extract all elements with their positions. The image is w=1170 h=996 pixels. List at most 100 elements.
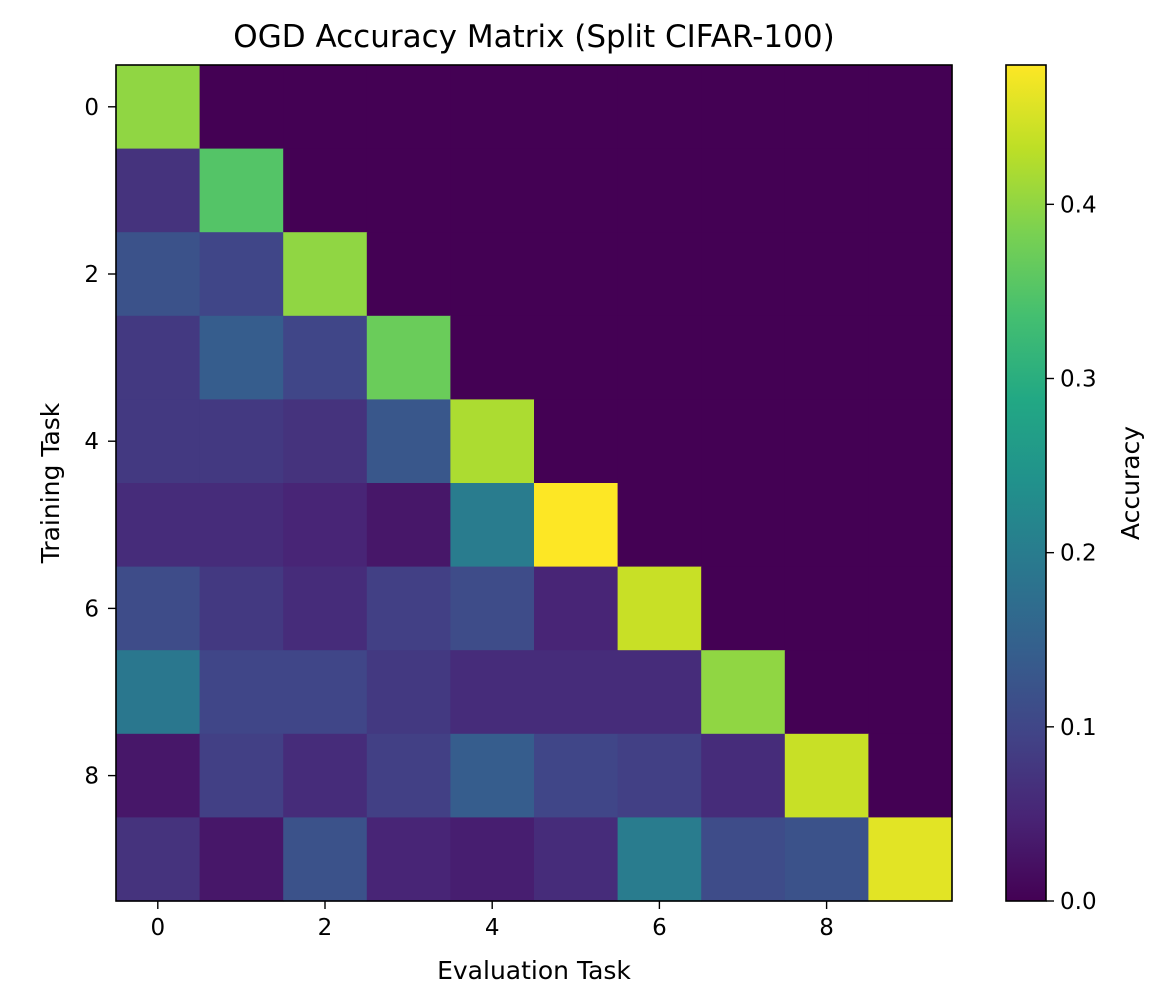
heatmap-cell [450,733,535,818]
heatmap-cell [116,566,201,651]
heatmap-cell [116,483,201,568]
heatmap-cell [116,232,201,317]
heatmap-cell [283,733,368,818]
heatmap-cell [784,817,869,902]
heatmap-cell [534,817,619,902]
heatmap-cell [116,817,201,902]
x-axis-ticks: 0 2 4 6 8 [150,901,834,941]
heatmap-cell [868,399,953,484]
heatmap-cell [199,650,284,735]
heatmap-cell [784,566,869,651]
heatmap-cell [868,315,953,400]
colorbar-tick-label: 0.3 [1060,367,1097,393]
heatmap-cell [199,399,284,484]
plot-frame [115,64,953,902]
heatmap-cell [617,650,702,735]
colorbar-tick-label: 0.1 [1060,715,1097,741]
heatmap-cell [283,399,368,484]
heatmap-cell [199,65,284,150]
colorbar-tick-label: 0.2 [1060,541,1097,567]
y-axis-label: Training Task [36,402,65,564]
heatmap-cell [534,566,619,651]
colorbar-tick-label: 0.4 [1060,192,1097,218]
heatmap-cell [199,232,284,317]
heatmap-cell [617,483,702,568]
heatmap-cell [868,566,953,651]
heatmap-cell [534,733,619,818]
heatmap-cell [617,733,702,818]
y-tick-label: 8 [84,764,99,790]
heatmap-cell [534,232,619,317]
heatmap-cell [450,483,535,568]
heatmap-cell [617,232,702,317]
x-tick-label: 8 [819,915,834,941]
heatmap-cell [366,232,451,317]
heatmap-cell [283,566,368,651]
heatmap-cell [784,650,869,735]
heatmap-cell [784,232,869,317]
heatmap-cell [784,733,869,818]
heatmap-cell [199,817,284,902]
heatmap-cell [701,399,786,484]
colorbar [1005,64,1047,902]
heatmap-cell [366,315,451,400]
heatmap-cell [283,483,368,568]
heatmap-cell [534,148,619,233]
heatmap-cell [116,65,201,150]
heatmap-cell [450,566,535,651]
heatmap-cell [366,148,451,233]
heatmap-cell [199,733,284,818]
heatmap-cell [617,566,702,651]
y-tick-label: 6 [84,596,99,622]
heatmap-cell [701,483,786,568]
heatmap-cell [450,148,535,233]
heatmap-cell [199,148,284,233]
y-tick-label: 4 [84,429,99,455]
heatmap-cell [701,650,786,735]
heatmap-cell [868,483,953,568]
heatmap-cell [283,315,368,400]
heatmap-cell [283,148,368,233]
heatmap-cell [534,483,619,568]
heatmap-cell [868,650,953,735]
x-tick-label: 2 [318,915,333,941]
heatmap-cell [617,399,702,484]
heatmap-cell [366,733,451,818]
heatmap-cell [701,566,786,651]
heatmap-cell [701,315,786,400]
heatmap-cell [784,483,869,568]
heatmap-cell [283,232,368,317]
heatmap-cell [283,650,368,735]
heatmap-cell [701,817,786,902]
heatmap-cell [366,65,451,150]
x-tick-label: 4 [485,915,500,941]
heatmap-cell [617,315,702,400]
colorbar-label: Accuracy [1116,426,1145,540]
heatmap-cell [116,733,201,818]
heatmap-cell [283,65,368,150]
heatmap-cells [116,65,953,902]
heatmap-cell [450,315,535,400]
heatmap-cell [868,65,953,150]
heatmap-cell [366,566,451,651]
heatmap-cell [199,566,284,651]
heatmap-cell [366,650,451,735]
heatmap-cell [868,733,953,818]
heatmap-cell [534,315,619,400]
heatmap-cell [450,399,535,484]
heatmap-cell [116,148,201,233]
heatmap-cell [116,315,201,400]
heatmap-cell [868,148,953,233]
heatmap-cell [534,65,619,150]
heatmap-cell [534,399,619,484]
heatmap-cell [617,148,702,233]
heatmap-cell [116,650,201,735]
chart-title: OGD Accuracy Matrix (Split CIFAR-100) [233,19,834,55]
heatmap-cell [199,483,284,568]
heatmap-cell [450,650,535,735]
heatmap-cell [366,483,451,568]
heatmap-cell [784,65,869,150]
colorbar-ticks: 0.0 0.1 0.2 0.3 0.4 [1046,192,1097,915]
x-tick-label: 6 [652,915,667,941]
